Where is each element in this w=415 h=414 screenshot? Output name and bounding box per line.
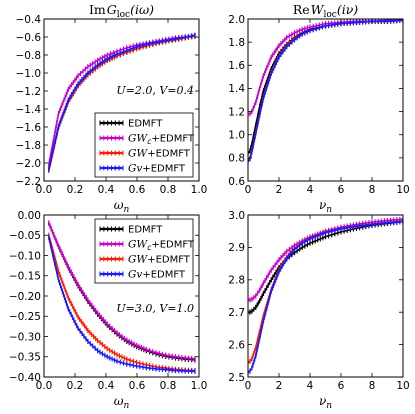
y-tick-label: 1.2 [228, 106, 245, 118]
x-tick-label: 4 [307, 380, 314, 392]
legend-label-gw-edmft: GW+EDMFT [128, 254, 191, 266]
x-tick-label: 0.8 [160, 380, 177, 392]
y-tick-label: −1.2 [16, 86, 42, 98]
y-tick-label: −0.25 [9, 311, 41, 323]
panel-tr: 0 2 4 6 8 10 0.6 0.8 1.0 1.2 1.4 1.6 1.8 2.0 νn ReWloc(… [228, 2, 409, 215]
y-tick-label: 3.0 [228, 210, 245, 222]
x-axis-label: ωn [114, 198, 130, 215]
y-tick-label: −0.35 [9, 352, 41, 364]
x-tick-label: 1.0 [191, 380, 208, 392]
plot-frame [247, 214, 404, 378]
x-tick-label: 0 [245, 184, 252, 196]
series-line-gv-edmft [248, 220, 403, 373]
y-tick-label: 0.6 [228, 176, 245, 188]
y-tick-label: 2.6 [228, 339, 245, 351]
y-tick-label: −0.10 [9, 250, 41, 262]
x-tick-label: 0.2 [67, 380, 84, 392]
y-tick-label: −0.6 [16, 32, 42, 44]
x-tick-label: 2 [276, 184, 283, 196]
series-group [48, 220, 196, 374]
x-tick-label: 8 [369, 184, 376, 196]
x-tick-label: 0.0 [36, 380, 53, 392]
y-tick-label: −0.8 [16, 50, 42, 62]
y-tick-label: 2.5 [228, 372, 245, 384]
parameter-annotation: U=3.0, V=1.0 [116, 302, 194, 315]
y-tick-label: −0.15 [9, 271, 41, 283]
panel-tl: 0.0 0.2 0.4 0.6 0.8 1.0 −2.2 −2.0 −1.8 −1.6 −1.4 −1… [16, 2, 208, 215]
y-tick-label: −0.40 [9, 372, 41, 384]
x-tick-label: 10 [396, 184, 409, 196]
x-axis-label: ωn [114, 394, 130, 411]
series-line-gv-edmft [248, 19, 403, 162]
y-tick-label: 2.0 [228, 14, 245, 26]
y-tick-label: 1.8 [228, 37, 245, 49]
panel-br: 0 2 4 6 8 10 2.5 2.6 2.7 2.8 2.9 3.0 νn [228, 210, 409, 411]
x-tick-label: 0.6 [129, 380, 146, 392]
x-tick-label: 1.0 [191, 184, 208, 196]
x-tick-label: 0.0 [36, 184, 53, 196]
y-tick-label: 2.8 [228, 275, 245, 287]
y-tick-label: −2.0 [16, 158, 42, 170]
y-tick-label: −2.2 [16, 176, 42, 188]
series-line-edmft [248, 19, 403, 154]
y-tick-label: 1.0 [228, 130, 245, 142]
y-tick-label: −1.8 [16, 140, 42, 152]
x-tick-label: 0.8 [160, 184, 177, 196]
legend-label-edmft: EDMFT [128, 119, 163, 130]
legend-label-gw-edmft: GW+EDMFT [128, 148, 191, 160]
legend-label-edmft: EDMFT [128, 225, 163, 236]
panel-bl: 0.0 0.2 0.4 0.6 0.8 1.0 −0.40 −0.35 −0.30 −0.25 −0… [9, 210, 208, 411]
y-tick-label: −0.30 [9, 331, 41, 343]
x-tick-label: 2 [276, 380, 283, 392]
x-axis-label: νn [319, 198, 332, 215]
x-tick-label: 10 [396, 380, 409, 392]
x-tick-label: 6 [338, 380, 345, 392]
y-tick-label: −1.4 [16, 104, 42, 116]
x-tick-label: 6 [338, 184, 345, 196]
y-tick-label: −0.20 [9, 291, 41, 303]
series-group [48, 32, 196, 173]
legend-label-gw-c-edmft: GWc+EDMFT [128, 239, 195, 253]
x-tick-label: 0.4 [98, 184, 115, 196]
x-tick-label: 0.2 [67, 184, 84, 196]
legend-label-gv-edmft: Gv+EDMFT [128, 163, 186, 175]
series-group [248, 216, 403, 375]
x-axis-label: νn [319, 394, 332, 411]
y-tick-label: 1.6 [228, 60, 245, 72]
y-tick-label: −0.4 [16, 14, 42, 26]
y-tick-label: −1.0 [16, 68, 42, 80]
chart-title: ImGloc(iω) [89, 2, 154, 20]
x-tick-label: 4 [307, 184, 314, 196]
y-tick-label: 0.00 [18, 210, 41, 222]
x-tick-label: 0.4 [98, 380, 115, 392]
legend-label-gv-edmft: Gv+EDMFT [128, 269, 186, 281]
y-tick-label: 2.9 [228, 242, 245, 254]
y-tick-label: 2.7 [228, 307, 245, 319]
y-tick-label: 1.4 [228, 83, 245, 95]
series-group [248, 19, 403, 164]
series-line-gv-edmft [48, 237, 196, 373]
plot-frame [43, 18, 200, 182]
y-tick-label: −0.05 [9, 230, 41, 242]
x-tick-label: 0 [245, 380, 252, 392]
plot-frame [247, 18, 404, 182]
x-tick-label: 0.6 [129, 184, 146, 196]
parameter-annotation: U=2.0, V=0.4 [116, 84, 194, 97]
y-tick-label: −1.6 [16, 122, 42, 134]
x-tick-label: 8 [369, 380, 376, 392]
legend-label-gw-c-edmft: GWc+EDMFT [128, 133, 195, 147]
series-line-gw-edmft [248, 19, 403, 161]
y-tick-label: 0.8 [228, 153, 245, 165]
chart-title: ReWloc(iν) [293, 2, 358, 20]
